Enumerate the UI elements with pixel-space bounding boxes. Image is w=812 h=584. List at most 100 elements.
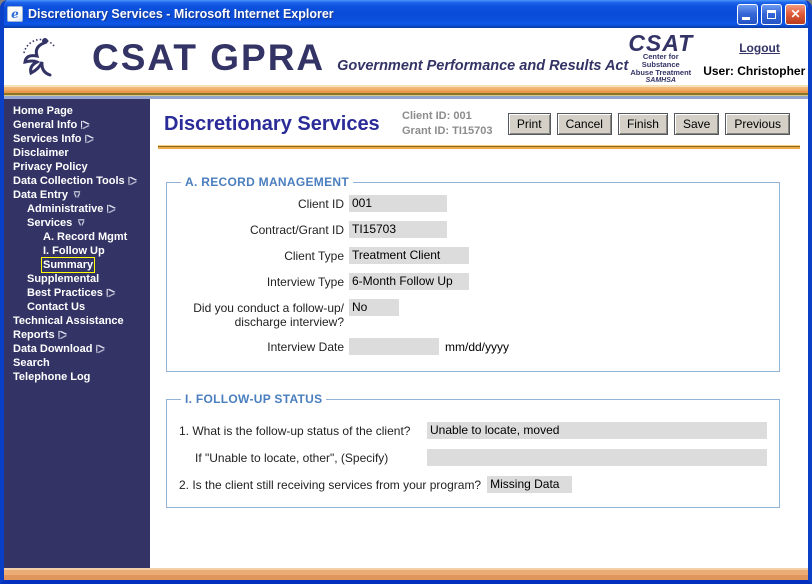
csat-logo: CSAT Center for Substance Abuse Treatmen… xyxy=(628,31,693,85)
field-row: Interview Type 6-Month Follow Up xyxy=(177,273,769,290)
field-row: Client ID 001 xyxy=(177,195,769,212)
client-type-field: Treatment Client xyxy=(349,247,469,264)
sidebar-item-label: I. Follow Up xyxy=(43,245,105,257)
nav-arrow-right-icon: ▶ xyxy=(86,134,93,143)
sidebar-item-search[interactable]: Search xyxy=(4,356,150,370)
sidebar-item-label: Supplemental xyxy=(27,273,100,285)
toolbar: Print Cancel Finish Save Previous xyxy=(507,113,798,135)
samhsa-label: SAMHSA xyxy=(645,76,676,84)
nav-arrow-right-icon: ▶ xyxy=(129,176,136,185)
sidebar-item-label: Data Download xyxy=(13,343,93,355)
close-icon: ✕ xyxy=(790,7,801,21)
date-format-hint: mm/dd/yyyy xyxy=(445,340,510,354)
sidebar-item-data-collection-tools[interactable]: Data Collection Tools ▶ xyxy=(4,174,150,188)
brand-subtitle: Government Performance and Results Act xyxy=(337,58,629,74)
sidebar-item-services[interactable]: Services ▼ xyxy=(4,216,150,230)
sidebar-item-label: Technical Assistance xyxy=(13,315,124,327)
save-button[interactable]: Save xyxy=(673,113,720,135)
unable-to-locate-specify-field xyxy=(427,449,767,466)
sidebar-item-services-info[interactable]: Services Info ▶ xyxy=(4,132,150,146)
nav-arrow-right-icon: ▶ xyxy=(108,204,115,213)
hhs-eagle-logo xyxy=(14,31,62,84)
cancel-button[interactable]: Cancel xyxy=(556,113,612,135)
page-title: Discretionary Services xyxy=(164,112,380,135)
sidebar-nav: Home Page General Info ▶ Services Info ▶ D… xyxy=(4,99,150,568)
nav-arrow-down-icon: ▼ xyxy=(77,218,86,227)
sidebar-item-follow-up[interactable]: I. Follow Up xyxy=(4,244,150,258)
internet-explorer-icon: e xyxy=(7,6,23,22)
sidebar-item-label: Services xyxy=(27,217,73,229)
interview-date-field-label: Interview Date xyxy=(267,340,344,354)
bottom-stripe xyxy=(4,568,808,580)
conducted-interview-field-label: Did you conduct a follow-up/ discharge i… xyxy=(193,301,344,329)
sidebar-item-summary[interactable]: Summary xyxy=(4,257,150,273)
titlebar[interactable]: e Discretionary Services - Microsoft Int… xyxy=(4,0,808,28)
unable-to-locate-specify-label: If "Unable to locate, other", (Specify) xyxy=(195,450,389,465)
sidebar-item-data-download[interactable]: Data Download ▶ xyxy=(4,342,150,356)
nav-arrow-right-icon: ▶ xyxy=(97,344,104,353)
sidebar-item-home-page[interactable]: Home Page xyxy=(4,104,150,118)
sidebar-item-disclaimer[interactable]: Disclaimer xyxy=(4,146,150,160)
sidebar-item-label: Best Practices xyxy=(27,287,103,299)
header-stripe xyxy=(4,85,808,99)
minimize-button[interactable] xyxy=(737,3,758,25)
print-button[interactable]: Print xyxy=(507,113,551,135)
nav-arrow-right-icon: ▶ xyxy=(59,330,66,339)
finish-button[interactable]: Finish xyxy=(617,113,668,135)
nav-arrow-right-icon: ▶ xyxy=(82,120,89,129)
still-receiving-services-field: Missing Data xyxy=(487,476,573,493)
client-id-field: 001 xyxy=(349,195,447,212)
interview-date-field xyxy=(349,338,439,355)
sidebar-item-label: Data Entry xyxy=(13,189,69,201)
minimize-icon xyxy=(742,16,750,20)
csat-logo-line2: Abuse Treatment xyxy=(630,68,692,78)
sidebar-item-best-practices[interactable]: Best Practices ▶ xyxy=(4,286,150,300)
sidebar-item-label: Telephone Log xyxy=(13,371,91,383)
conducted-interview-field: No xyxy=(349,299,399,316)
field-row: Client Type Treatment Client xyxy=(177,247,769,264)
field-row: Contract/Grant ID TI15703 xyxy=(177,221,769,238)
sidebar-item-label: A. Record Mgmt xyxy=(43,231,128,243)
maximize-button[interactable] xyxy=(761,3,782,25)
contract-grant-id-field: TI15703 xyxy=(349,221,447,238)
sidebar-item-data-entry[interactable]: Data Entry ▼ xyxy=(4,188,150,202)
question-row: 1. What is the follow-up status of the c… xyxy=(179,422,769,439)
main-content: Discretionary Services Client ID: 001 Gr… xyxy=(150,99,808,568)
window-title: Discretionary Services - Microsoft Inter… xyxy=(28,7,334,21)
sidebar-item-supplemental[interactable]: Supplemental xyxy=(4,272,150,286)
follow-up-status-question-label: 1. What is the follow-up status of the c… xyxy=(179,423,411,438)
follow-up-status-heading: I. FOLLOW-UP STATUS xyxy=(185,392,323,406)
record-management-section: A. RECORD MANAGEMENT Client ID 001 Contr… xyxy=(166,175,780,372)
sidebar-item-technical-assistance[interactable]: Technical Assistance xyxy=(4,314,150,328)
sidebar-item-label: Privacy Policy xyxy=(13,161,88,173)
interview-type-field-label: Interview Type xyxy=(266,275,344,289)
csat-logo-line1: Center for Substance xyxy=(641,52,680,70)
sidebar-item-reports[interactable]: Reports ▶ xyxy=(4,328,150,342)
sidebar-item-label: Search xyxy=(13,357,50,369)
close-button[interactable]: ✕ xyxy=(785,3,806,25)
sidebar-item-label: Services Info xyxy=(13,133,82,145)
sidebar-item-label: Data Collection Tools xyxy=(13,175,125,187)
sidebar-item-administrative[interactable]: Administrative ▶ xyxy=(4,202,150,216)
sidebar-item-label: Home Page xyxy=(13,105,73,117)
sidebar-item-general-info[interactable]: General Info ▶ xyxy=(4,118,150,132)
field-row: Did you conduct a follow-up/ discharge i… xyxy=(177,299,769,329)
previous-button[interactable]: Previous xyxy=(725,113,790,135)
sidebar-item-telephone-log[interactable]: Telephone Log xyxy=(4,370,150,384)
follow-up-status-field: Unable to locate, moved xyxy=(427,422,767,439)
maximize-icon xyxy=(767,9,776,19)
sidebar-item-record-mgmt[interactable]: A. Record Mgmt xyxy=(4,230,150,244)
brand-block: CSAT GPRA Government Performance and Res… xyxy=(92,39,628,76)
nav-arrow-right-icon: ▶ xyxy=(107,288,114,297)
sidebar-item-label: Administrative xyxy=(27,203,104,215)
logout-link[interactable]: Logout xyxy=(739,41,780,55)
contract-grant-id-field-label: Contract/Grant ID xyxy=(249,223,344,237)
client-id-field-label: Client ID xyxy=(297,197,344,211)
grant-id-label: Grant ID: TI15703 xyxy=(402,125,493,137)
user-name: User: Christopher Shumway xyxy=(703,64,808,78)
sidebar-item-label: Disclaimer xyxy=(13,147,69,159)
sidebar-item-contact-us[interactable]: Contact Us xyxy=(4,300,150,314)
client-type-field-label: Client Type xyxy=(284,249,344,263)
sidebar-item-privacy-policy[interactable]: Privacy Policy xyxy=(4,160,150,174)
